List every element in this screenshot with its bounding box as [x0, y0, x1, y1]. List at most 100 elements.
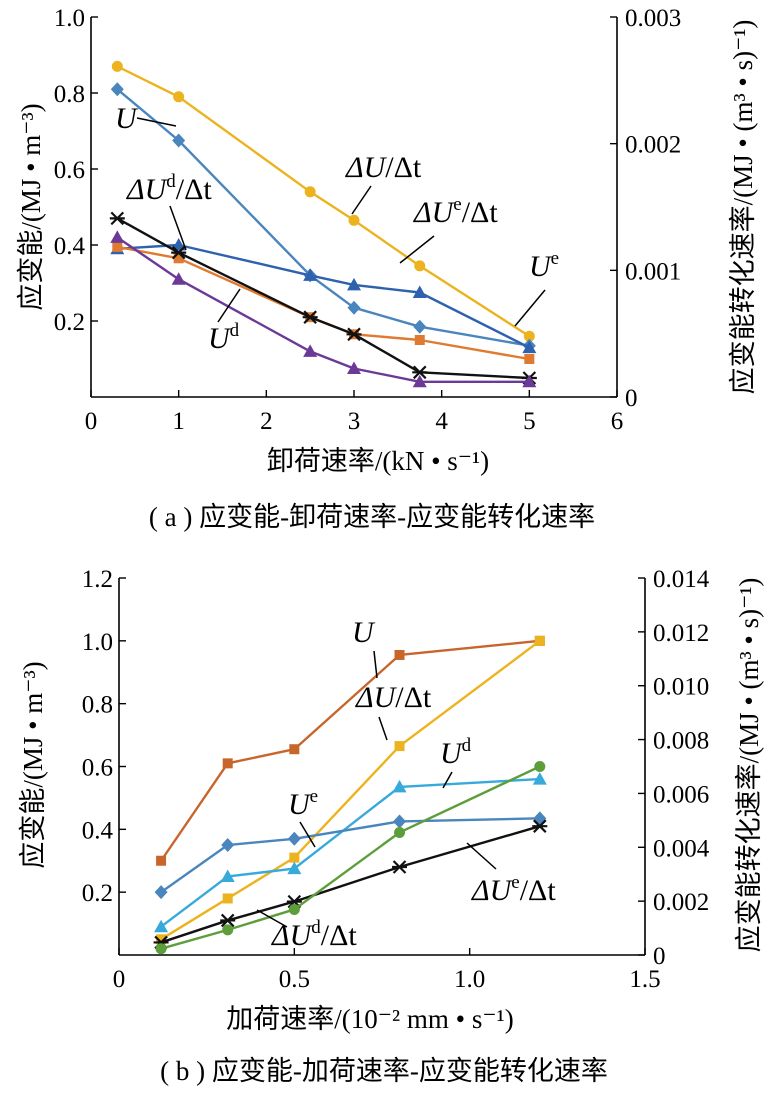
x-tick-label: 2 — [260, 408, 273, 435]
y-tick-label: 0.8 — [82, 692, 113, 719]
series-5 — [110, 230, 537, 388]
data-point — [288, 903, 300, 915]
y2-tick-label: 0.002 — [653, 889, 709, 916]
annotation-superscript: d — [462, 735, 472, 756]
annotation-base: U — [115, 102, 139, 135]
data-point — [287, 861, 302, 875]
annotation-base: ΔU — [345, 151, 388, 184]
x-tick-label: 0.5 — [279, 966, 310, 993]
series-line — [116, 65, 530, 338]
data-point — [394, 741, 405, 752]
x-axis-label: 加荷速率/(10⁻² mm • s⁻¹) — [226, 1004, 513, 1034]
data-point — [221, 838, 235, 853]
y2-tick-label: 0.003 — [625, 5, 681, 32]
series-2 — [154, 772, 547, 933]
data-point — [110, 82, 124, 97]
y2-tick-label: 0 — [625, 385, 638, 412]
data-point — [171, 272, 186, 285]
annotation-base: ΔU — [413, 196, 456, 229]
annotation-base: U — [529, 250, 553, 283]
y-axis-label: 应变能/(MJ • m⁻³) — [18, 661, 48, 868]
data-point — [173, 91, 185, 103]
data-point — [222, 924, 234, 936]
series-0 — [111, 60, 535, 342]
y-tick-label: 0.2 — [82, 880, 113, 907]
data-point — [155, 943, 167, 955]
annotation-base: ΔU — [271, 919, 314, 952]
y-tick-label: 0.4 — [54, 233, 86, 260]
annotation-base: ΔU — [471, 874, 514, 907]
annotation-base: U — [208, 322, 232, 355]
series-annotation: ΔUe/Δt — [413, 194, 498, 229]
annotation-base: U — [352, 616, 376, 649]
y2-tick-label: 0 — [653, 943, 666, 970]
x-tick-label: 1.5 — [629, 966, 660, 993]
data-point — [524, 354, 535, 364]
figure-caption: ( b ) 应变能-加荷速率-应变能转化速率 — [160, 1056, 608, 1086]
annotation-leader — [373, 650, 378, 679]
y2-axis-label: 应变能转化速率/(MJ • (m³ • s)⁻¹) — [728, 20, 758, 395]
y2-tick-label: 0.008 — [653, 728, 709, 755]
data-point — [392, 779, 407, 793]
data-point — [534, 635, 545, 646]
data-point — [156, 934, 167, 945]
y2-tick-label: 0.014 — [653, 566, 710, 593]
y2-axis-label: 应变能转化速率/(MJ • (m³ • s)⁻¹) — [734, 578, 764, 953]
data-point — [154, 885, 168, 900]
data-point — [220, 913, 236, 928]
annotation-leader — [351, 185, 372, 215]
series-annotation: Ud — [208, 320, 240, 355]
annotation-tail: /Δt — [462, 196, 499, 229]
x-tick-label: 1.0 — [454, 966, 485, 993]
data-point — [172, 133, 186, 148]
data-point — [523, 330, 535, 342]
data-point — [522, 340, 537, 354]
annotation-base: ΔU — [355, 681, 398, 714]
series-5 — [155, 761, 546, 955]
annotation-tail: /Δt — [395, 681, 432, 714]
series-annotation: U — [115, 102, 139, 135]
x-tick-label: 0 — [85, 408, 98, 435]
series-annotation: ΔUd/Δt — [126, 171, 212, 206]
data-point — [304, 186, 316, 198]
data-point — [111, 60, 123, 72]
data-point — [413, 319, 427, 334]
y2-tick-label: 0.002 — [625, 132, 681, 159]
annotation-leader — [136, 117, 177, 127]
y-tick-label: 0.2 — [54, 309, 85, 336]
data-point — [112, 241, 123, 252]
annotation-leader — [217, 288, 241, 323]
series-annotation: Ue — [288, 786, 318, 821]
data-point — [414, 335, 425, 345]
series-line — [117, 245, 530, 361]
data-point — [392, 860, 408, 874]
y-tick-label: 0.8 — [54, 81, 85, 108]
y-tick-label: 0.4 — [82, 817, 114, 844]
data-point — [522, 374, 537, 388]
data-point — [412, 365, 428, 380]
series-1 — [156, 635, 545, 945]
series-line — [116, 217, 530, 380]
annotation-tail: /Δt — [385, 151, 422, 184]
annotation-leader — [442, 771, 453, 789]
x-tick-label: 0 — [113, 966, 126, 993]
series-annotation: U — [352, 616, 376, 649]
series-line — [116, 236, 530, 383]
data-point — [287, 831, 301, 846]
data-point — [220, 869, 235, 882]
annotation-superscript: e — [511, 872, 519, 893]
data-point — [346, 327, 362, 342]
data-point — [532, 819, 548, 833]
series-3 — [112, 241, 535, 364]
y-axis-label: 应变能/(MJ • m⁻³) — [16, 103, 46, 310]
series-4 — [153, 819, 548, 950]
data-point — [171, 245, 187, 260]
data-point — [154, 919, 169, 933]
annotation-base: U — [440, 737, 464, 770]
annotation-tail: /Δt — [321, 919, 358, 952]
series-line — [160, 639, 540, 862]
chart-a: 0 1 2 3 4 5 6 0.2 0.4 0.6 0.8 1.0 0 0.001 0.002 0.003 卸荷… — [16, 5, 758, 532]
series-4 — [109, 211, 537, 385]
annotation-leader — [299, 821, 316, 848]
series-annotation: Ue — [529, 248, 559, 283]
